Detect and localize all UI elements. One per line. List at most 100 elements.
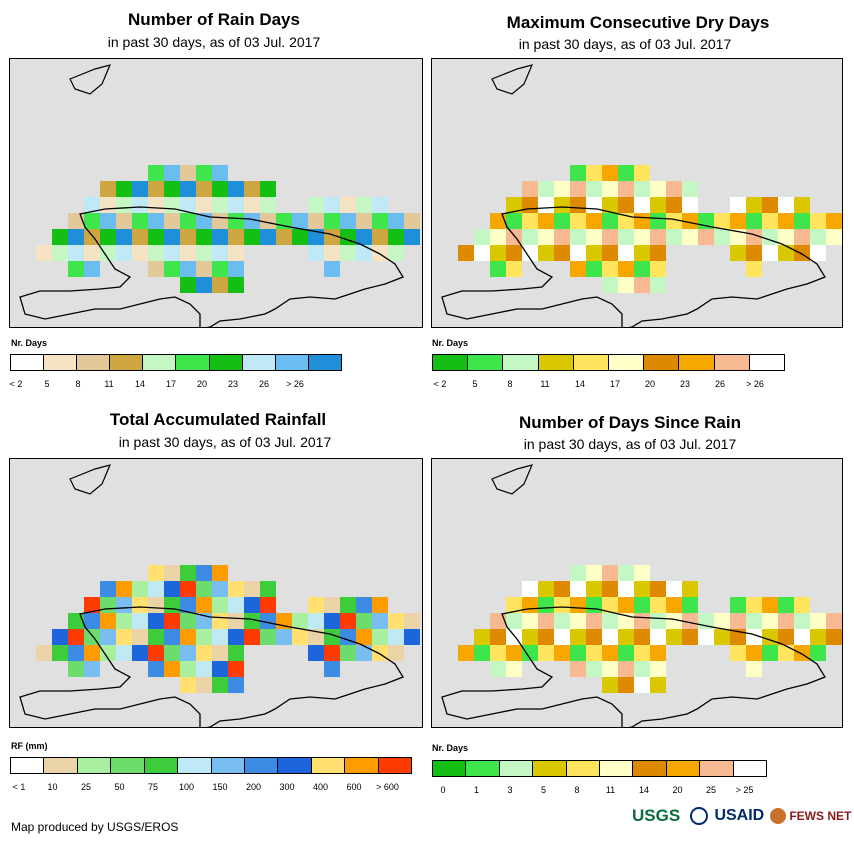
map-cell bbox=[148, 165, 164, 181]
map-cell bbox=[196, 565, 212, 581]
hispaniola-coastline bbox=[441, 206, 826, 327]
map-cell bbox=[244, 213, 260, 229]
legend-swatch bbox=[700, 761, 734, 776]
map-cell bbox=[196, 629, 212, 645]
panel-4-map[interactable] bbox=[431, 458, 843, 728]
map-cell bbox=[730, 197, 746, 213]
map-cell bbox=[372, 645, 388, 661]
map-cell bbox=[244, 597, 260, 613]
map-cell bbox=[388, 645, 404, 661]
legend-tick-label: 14 bbox=[574, 379, 586, 389]
map-cell bbox=[634, 565, 650, 581]
map-cell bbox=[538, 597, 554, 613]
map-cell bbox=[570, 229, 586, 245]
map-cell bbox=[794, 197, 810, 213]
map-cell bbox=[810, 629, 826, 645]
map-cell bbox=[84, 645, 100, 661]
map-cell bbox=[212, 213, 228, 229]
map-cell bbox=[180, 661, 196, 677]
map-cell bbox=[666, 229, 682, 245]
map-cell bbox=[164, 629, 180, 645]
map-cell bbox=[180, 629, 196, 645]
map-cell bbox=[586, 229, 602, 245]
legend-swatch bbox=[433, 355, 469, 370]
panel-4-legend-title: Nr. Days bbox=[432, 743, 469, 753]
map-cell bbox=[730, 213, 746, 229]
map-cell bbox=[586, 581, 602, 597]
map-cell bbox=[618, 629, 634, 645]
map-cell bbox=[634, 197, 650, 213]
map-cell bbox=[794, 613, 810, 629]
legend-swatch bbox=[538, 355, 574, 370]
legend-swatch bbox=[110, 355, 144, 370]
map-cell bbox=[810, 229, 826, 245]
map-cell bbox=[228, 197, 244, 213]
legend-tick-label: < 2 bbox=[9, 379, 23, 389]
map-cell bbox=[570, 213, 586, 229]
map-cell bbox=[714, 629, 730, 645]
map-cell bbox=[308, 629, 324, 645]
map-cell bbox=[762, 645, 778, 661]
map-cell bbox=[586, 629, 602, 645]
map-cell bbox=[490, 629, 506, 645]
panel-3-map[interactable] bbox=[9, 458, 423, 728]
map-cell bbox=[164, 581, 180, 597]
map-cell bbox=[244, 613, 260, 629]
map-cell bbox=[570, 197, 586, 213]
map-cell bbox=[308, 613, 324, 629]
map-cell bbox=[244, 629, 260, 645]
map-cell bbox=[196, 677, 212, 693]
legend-tick-label: 50 bbox=[114, 782, 125, 792]
map-cell bbox=[356, 629, 372, 645]
panel-2-map[interactable] bbox=[431, 58, 843, 328]
map-cell bbox=[490, 245, 506, 261]
panel-1-map[interactable] bbox=[9, 58, 423, 328]
map-cell bbox=[586, 261, 602, 277]
map-cell bbox=[506, 261, 522, 277]
legend-swatch bbox=[11, 758, 45, 773]
map-cell bbox=[196, 581, 212, 597]
map-cell bbox=[618, 581, 634, 597]
map-cell bbox=[164, 661, 180, 677]
map-cell bbox=[634, 629, 650, 645]
map-cell bbox=[196, 261, 212, 277]
map-cell bbox=[116, 629, 132, 645]
map-cell bbox=[116, 213, 132, 229]
map-cell bbox=[100, 629, 116, 645]
map-cell bbox=[730, 229, 746, 245]
map-cell bbox=[68, 629, 84, 645]
map-cell bbox=[132, 629, 148, 645]
legend-tick-label: 3 bbox=[507, 785, 513, 795]
map-cell bbox=[164, 613, 180, 629]
map-cell bbox=[148, 581, 164, 597]
legend-tick-label: 600 bbox=[346, 782, 362, 792]
legend-swatch bbox=[533, 761, 567, 776]
legend-swatch bbox=[143, 355, 177, 370]
map-cell bbox=[522, 213, 538, 229]
map-cell bbox=[554, 197, 570, 213]
map-cell bbox=[260, 229, 276, 245]
map-cell bbox=[826, 613, 842, 629]
map-cell bbox=[180, 181, 196, 197]
map-cell bbox=[506, 213, 522, 229]
legend-tick-label: > 600 bbox=[376, 782, 399, 792]
legend-tick-label: 10 bbox=[47, 782, 58, 792]
legend-swatch bbox=[466, 761, 500, 776]
hispaniola-coastline bbox=[19, 206, 404, 327]
map-cell bbox=[586, 165, 602, 181]
legend-swatch bbox=[733, 761, 767, 776]
map-cell bbox=[810, 213, 826, 229]
map-cell bbox=[586, 661, 602, 677]
map-cell bbox=[244, 181, 260, 197]
map-cell bbox=[180, 565, 196, 581]
map-cell bbox=[228, 661, 244, 677]
map-cell bbox=[810, 613, 826, 629]
map-cell bbox=[52, 245, 68, 261]
map-cell bbox=[602, 629, 618, 645]
map-cell bbox=[292, 613, 308, 629]
map-cell bbox=[570, 565, 586, 581]
map-cell bbox=[810, 245, 826, 261]
map-cell bbox=[228, 629, 244, 645]
map-cell bbox=[100, 245, 116, 261]
map-cell bbox=[212, 229, 228, 245]
